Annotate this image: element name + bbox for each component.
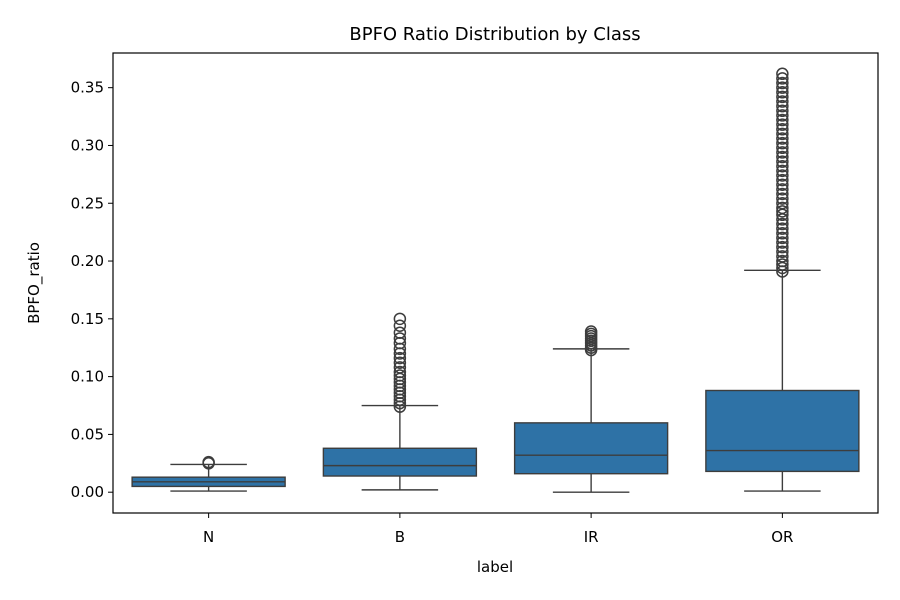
- outlier-point: [776, 240, 789, 254]
- y-tick-label: 0.15: [71, 310, 104, 328]
- outlier-point: [776, 123, 789, 136]
- outlier-point: [776, 164, 789, 178]
- x-tick-label: B: [395, 528, 405, 546]
- outlier-point: [776, 90, 789, 104]
- outlier-point: [776, 173, 789, 187]
- outlier-point: [393, 319, 407, 333]
- outlier-point: [202, 455, 215, 469]
- outlier-point: [393, 312, 407, 326]
- outlier-point: [776, 81, 789, 94]
- outlier-point: [393, 332, 407, 345]
- y-axis-title: BPFO_ratio: [25, 242, 44, 324]
- outlier-point: [776, 183, 789, 196]
- outlier-point: [776, 231, 789, 245]
- outlier-point: [393, 369, 407, 382]
- outlier-point: [776, 95, 789, 108]
- outlier-point: [776, 245, 789, 259]
- outlier-point: [776, 205, 789, 218]
- box-group-ir: [513, 325, 669, 493]
- outlier-point: [776, 155, 789, 168]
- outlier-point: [393, 356, 407, 369]
- outlier-point: [584, 325, 598, 338]
- y-tick-label: 0.30: [71, 136, 104, 154]
- outlier-point: [776, 86, 789, 99]
- outlier-point: [393, 365, 407, 379]
- iqr-box: [705, 389, 860, 473]
- outlier-point: [776, 236, 789, 249]
- outlier-point: [776, 113, 789, 127]
- outlier-point: [776, 118, 789, 131]
- outlier-point: [393, 351, 407, 365]
- outlier-point: [776, 254, 789, 268]
- y-tick-label: 0.00: [71, 483, 104, 501]
- box-group-b: [322, 312, 478, 491]
- outlier-point: [776, 150, 789, 164]
- outlier-point: [776, 67, 789, 81]
- iqr-box: [513, 422, 669, 475]
- box-group-n: [131, 455, 286, 492]
- plot-area: [131, 67, 860, 493]
- outlier-point: [776, 109, 789, 122]
- outlier-point: [776, 250, 789, 263]
- outlier-point: [776, 178, 789, 192]
- outlier-point: [393, 361, 407, 374]
- outlier-point: [776, 192, 789, 205]
- y-axis: 0.00 0.05 0.10 0.15 0.20 0.25 0.30 0.35: [71, 79, 113, 501]
- outlier-point: [776, 141, 789, 155]
- outlier-point: [776, 227, 789, 240]
- outlier-point: [776, 127, 789, 141]
- y-tick-label: 0.05: [71, 425, 104, 443]
- outlier-point: [776, 99, 789, 113]
- x-axis: N B IR OR: [203, 513, 793, 546]
- outlier-point: [776, 258, 789, 271]
- outlier-point: [776, 187, 789, 201]
- outlier-point: [776, 76, 789, 90]
- outlier-point: [776, 104, 789, 118]
- box-group-or: [705, 67, 860, 492]
- y-tick-label: 0.25: [71, 194, 104, 212]
- outlier-point: [776, 136, 789, 150]
- x-tick-label: OR: [771, 528, 793, 546]
- outlier-point: [776, 222, 789, 235]
- outlier-point: [776, 217, 789, 231]
- y-tick-label: 0.35: [71, 79, 104, 97]
- x-tick-label: N: [203, 528, 214, 546]
- iqr-box: [322, 447, 478, 477]
- outlier-point: [393, 326, 407, 339]
- outlier-point: [776, 146, 789, 159]
- outlier-point: [776, 169, 789, 182]
- y-tick-label: 0.20: [71, 252, 104, 270]
- chart-title: BPFO Ratio Distribution by Class: [349, 24, 640, 45]
- y-tick-label: 0.10: [71, 368, 104, 386]
- outlier-point: [776, 160, 789, 173]
- axes-frame: [112, 52, 879, 514]
- outlier-point: [776, 72, 789, 85]
- x-axis-title: label: [477, 558, 513, 576]
- x-tick-label: IR: [584, 528, 599, 546]
- outlier-point: [776, 201, 789, 215]
- outlier-point: [776, 197, 789, 210]
- outlier-point: [776, 132, 789, 145]
